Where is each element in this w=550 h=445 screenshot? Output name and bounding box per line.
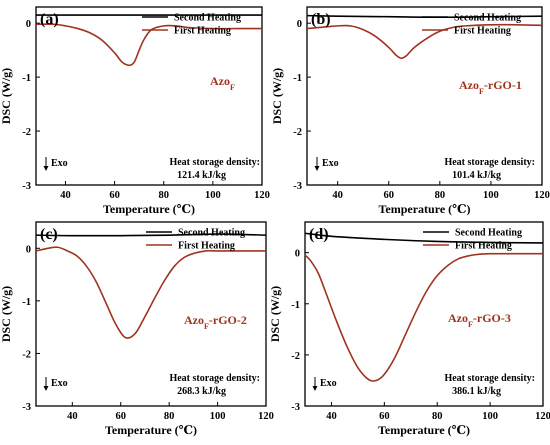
chart-panel-2: 40 60 80 100 120 0 -1 -2 -3 Temperature (℃) DSC (W…: [270, 6, 550, 216]
plot-frame: [35, 221, 267, 407]
x-tick-label: 80: [158, 190, 169, 201]
chart-panel-4: 40 60 80 100 120 0 -1 -2 -3 Temperature (℃) DSC (W…: [268, 221, 550, 437]
legend-label-second: Second Heating: [455, 228, 522, 239]
chart-panel-1: 40 60 80 100 120 0 -1 -2 -3 Temperature (℃) DSC (W…: [0, 6, 270, 216]
storage-density-value: 121.4 kJ/kg: [177, 170, 226, 181]
y-tick-label: -1: [22, 73, 31, 84]
x-tick-label: 80: [432, 411, 443, 422]
panel-label: (b): [311, 11, 331, 28]
first-heating-line: [304, 252, 543, 382]
x-tick-label: 60: [383, 190, 394, 201]
plot-frame: [35, 6, 263, 186]
x-tick-label: 120: [534, 190, 550, 201]
panel-label: (d): [309, 226, 329, 243]
exo-label: Exo: [51, 158, 68, 169]
x-tick-label: 100: [205, 190, 221, 201]
y-tick-label: -2: [22, 127, 31, 138]
sample-label: AzoF-rGO-2: [184, 313, 247, 331]
x-axis-label: Temperature (℃): [378, 202, 470, 216]
y-tick-label: 0: [26, 19, 31, 30]
first-heating-line: [35, 23, 262, 67]
y-tick-label: -2: [291, 351, 300, 362]
x-tick-label: 120: [254, 190, 270, 201]
first-heating-line: [35, 246, 266, 339]
exo-label: Exo: [320, 378, 337, 389]
x-tick-label: 100: [482, 411, 498, 422]
y-tick-label: -3: [22, 402, 31, 413]
x-tick-label: 40: [67, 411, 78, 422]
plot-frame: [306, 6, 543, 186]
storage-density-title: Heat storage density:: [444, 373, 535, 384]
x-tick-label: 60: [115, 411, 126, 422]
y-tick-label: -2: [22, 349, 31, 360]
y-axis-label: DSC (W/g): [270, 68, 284, 124]
legend-label-first: First Heating: [174, 26, 231, 37]
panel-label: (c): [40, 226, 58, 243]
exo-label: Exo: [51, 378, 68, 389]
sample-label: AzoF: [210, 74, 235, 92]
storage-density-title: Heat storage density:: [169, 157, 260, 168]
x-axis-label: Temperature (℃): [105, 423, 197, 437]
y-tick-label: -3: [291, 402, 300, 413]
exo-arrow-head: [43, 166, 49, 171]
x-tick-label: 40: [326, 411, 337, 422]
x-tick-label: 100: [210, 411, 226, 422]
x-tick-label: 60: [109, 190, 120, 201]
legend-label-second: Second Heating: [454, 13, 521, 24]
y-tick-label: -3: [293, 181, 302, 192]
panel-label: (a): [40, 11, 59, 28]
chart-panel-3: 40 60 80 100 120 0 -1 -2 -3 Temperature (℃) DSC (W…: [0, 221, 274, 437]
second-heating-line: [306, 14, 543, 19]
first-heating-line: [306, 23, 543, 60]
x-axis-label: Temperature (℃): [378, 423, 470, 437]
exo-arrow-head: [314, 166, 320, 171]
legend-label-second: Second Heating: [174, 13, 241, 24]
second-heating-line: [35, 233, 267, 237]
legend-label-second: Second Heating: [178, 228, 245, 239]
x-tick-label: 40: [60, 190, 70, 201]
x-tick-label: 100: [483, 190, 499, 201]
x-tick-label: 120: [535, 411, 550, 422]
exo-label: Exo: [322, 158, 339, 169]
y-tick-label: 0: [295, 249, 300, 260]
storage-density-title: Heat storage density:: [444, 157, 535, 168]
y-tick-label: -1: [22, 297, 31, 308]
x-tick-label: 40: [332, 190, 343, 201]
y-tick-label: -1: [293, 73, 302, 84]
x-tick-label: 60: [379, 411, 390, 422]
legend-label-first: First Heating: [454, 26, 511, 37]
second-heating-line: [304, 232, 544, 244]
exo-arrow-head: [312, 386, 318, 391]
sample-label: AzoF-rGO-3: [448, 311, 511, 329]
y-axis-label: DSC (W/g): [268, 286, 282, 342]
exo-arrow-head: [43, 386, 49, 391]
y-axis-label: DSC (W/g): [0, 286, 13, 342]
x-tick-label: 120: [258, 411, 274, 422]
legend-label-first: First Heating: [455, 241, 512, 252]
storage-density-title: Heat storage density:: [169, 373, 260, 384]
storage-density-value: 386.1 kJ/kg: [452, 386, 501, 397]
x-tick-label: 80: [435, 190, 446, 201]
y-tick-label: -1: [291, 300, 300, 311]
x-tick-label: 80: [164, 411, 175, 422]
x-axis-label: Temperature (℃): [103, 202, 195, 216]
y-tick-label: 0: [26, 244, 31, 255]
sample-label: AzoF-rGO-1: [459, 78, 522, 96]
y-tick-label: 0: [297, 19, 302, 30]
storage-density-value: 101.4 kJ/kg: [452, 170, 501, 181]
storage-density-value: 268.3 kJ/kg: [177, 386, 226, 397]
legend-label-first: First Heating: [178, 241, 235, 252]
plot-frame: [304, 221, 544, 407]
y-tick-label: -3: [22, 181, 31, 192]
y-axis-label: DSC (W/g): [0, 68, 13, 124]
y-tick-label: -2: [293, 127, 302, 138]
